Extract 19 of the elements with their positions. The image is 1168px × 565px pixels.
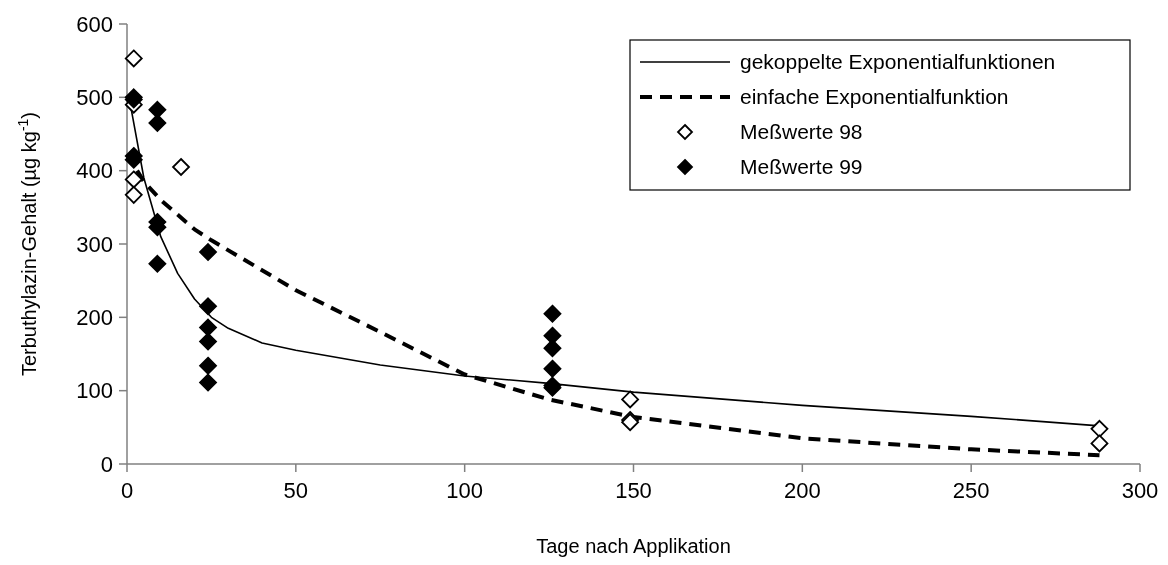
x-tick-label: 0 bbox=[120, 478, 134, 503]
legend-label: Meßwerte 98 bbox=[740, 120, 863, 144]
y-tick-label: 600 bbox=[76, 11, 113, 37]
x-axis-title: Tage nach Applikation bbox=[536, 535, 731, 557]
y-tick-label: 300 bbox=[76, 231, 113, 257]
x-tick-label: 300 bbox=[1121, 478, 1159, 503]
y-tick-label: 400 bbox=[76, 158, 113, 184]
legend-label: gekoppelte Exponentialfunktionen bbox=[740, 50, 1056, 74]
y-tick-label: 0 bbox=[100, 451, 113, 477]
legend-label: einfache Exponentialfunktion bbox=[740, 85, 1009, 109]
x-tick-label: 50 bbox=[283, 478, 309, 503]
x-tick-label: 150 bbox=[615, 478, 652, 503]
y-tick-label: 200 bbox=[76, 305, 113, 331]
x-tick-label: 250 bbox=[952, 478, 990, 503]
x-tick-label: 100 bbox=[446, 478, 484, 503]
x-tick-label: 200 bbox=[783, 478, 821, 503]
y-tick-label: 500 bbox=[76, 85, 113, 111]
y-tick-label: 100 bbox=[76, 378, 113, 404]
legend-label: Meßwerte 99 bbox=[740, 155, 863, 179]
